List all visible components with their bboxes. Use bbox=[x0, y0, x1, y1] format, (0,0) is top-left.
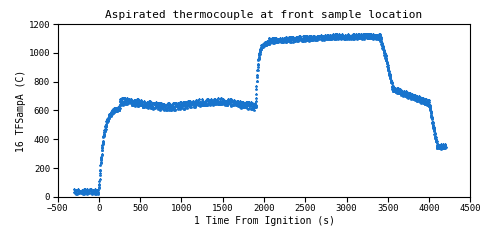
Y-axis label: 16 TFSampA (C): 16 TFSampA (C) bbox=[16, 69, 26, 151]
X-axis label: 1 Time From Ignition (s): 1 Time From Ignition (s) bbox=[193, 216, 335, 226]
Title: Aspirated thermocouple at front sample location: Aspirated thermocouple at front sample l… bbox=[106, 11, 422, 20]
